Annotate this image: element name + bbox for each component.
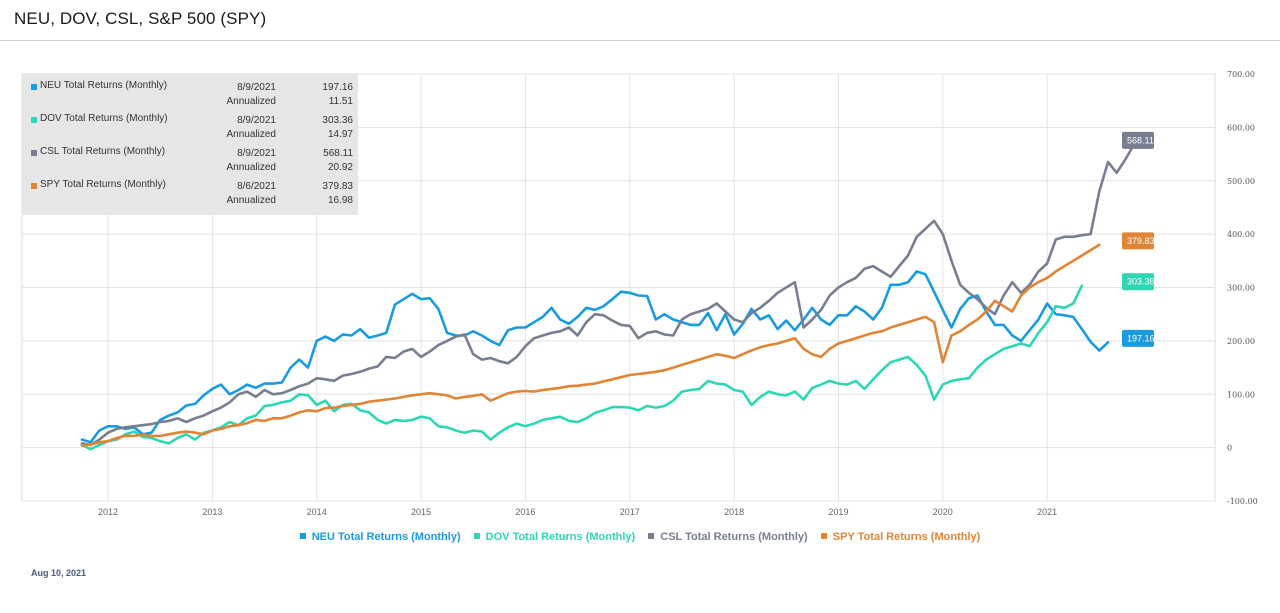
- chart-legend: NEU Total Returns (Monthly) DOV Total Re…: [0, 531, 1280, 543]
- header-divider: [0, 40, 1280, 41]
- tooltip-value: 197.16: [322, 82, 353, 93]
- tooltip-series-name: DOV Total Returns (Monthly): [40, 113, 168, 124]
- legend-label: CSL Total Returns (Monthly): [660, 531, 808, 543]
- legend-item-spy[interactable]: SPY Total Returns (Monthly): [820, 531, 981, 543]
- tooltip-value: 568.11: [323, 148, 353, 159]
- end-value-label: 379.83: [1127, 236, 1155, 246]
- end-value-badge: [1122, 273, 1154, 291]
- legend-item-csl[interactable]: CSL Total Returns (Monthly): [648, 531, 808, 543]
- x-tick-label: 2018: [724, 507, 744, 517]
- y-tick-label: 500.00: [1227, 177, 1255, 186]
- tooltip-swatch: [31, 183, 37, 189]
- footer-date: Aug 10, 2021: [31, 568, 87, 578]
- x-tick-label: 2013: [202, 507, 222, 517]
- hover-tooltip-panel: NEU Total Returns (Monthly) 8/9/2021 197…: [22, 73, 358, 215]
- legend-label: NEU Total Returns (Monthly): [311, 531, 461, 543]
- tooltip-swatch: [31, 150, 37, 156]
- legend-swatch: [820, 533, 827, 539]
- legend-swatch: [299, 533, 306, 539]
- end-value-label: 197.16: [1127, 333, 1155, 343]
- series-line-spy: [80, 243, 1101, 447]
- y-tick-label: 0: [1227, 444, 1232, 453]
- tooltip-series-name: NEU Total Returns (Monthly): [40, 80, 168, 91]
- tooltip-row-dov: DOV Total Returns (Monthly) 8/9/2021 303…: [22, 109, 358, 140]
- x-tick-label: 2020: [933, 507, 953, 517]
- tooltip-annualized-value: 11.51: [328, 96, 353, 107]
- x-tick-label: 2019: [828, 507, 848, 517]
- y-tick-label: 300.00: [1227, 284, 1255, 293]
- end-value-badge: [1122, 131, 1154, 149]
- tooltip-value: 303.36: [322, 115, 353, 126]
- series-line-neu: [80, 270, 1110, 444]
- legend-label: SPY Total Returns (Monthly): [832, 531, 981, 543]
- end-value-label: 303.36: [1127, 277, 1155, 287]
- y-tick-label: 400.00: [1227, 230, 1255, 239]
- tooltip-row-spy: SPY Total Returns (Monthly) 8/6/2021 379…: [22, 175, 358, 206]
- series-line-dov: [80, 284, 1084, 451]
- tooltip-row-neu: NEU Total Returns (Monthly) 8/9/2021 197…: [22, 76, 358, 107]
- tooltip-date: 8/9/2021: [237, 82, 276, 93]
- legend-swatch: [648, 533, 655, 539]
- y-tick-label: -100.00: [1227, 497, 1258, 506]
- end-value-badge: [1122, 232, 1154, 250]
- y-tick-label: 600.00: [1227, 123, 1255, 132]
- tooltip-annualized-label: Annualized: [226, 129, 276, 140]
- tooltip-annualized-value: 14.97: [327, 129, 353, 140]
- tooltip-value: 379.83: [322, 181, 353, 192]
- tooltip-swatch: [31, 84, 37, 90]
- x-tick-label: 2012: [98, 507, 118, 517]
- tooltip-swatch: [31, 117, 37, 123]
- end-value-badge: [1122, 329, 1154, 347]
- tooltip-annualized-label: Annualized: [226, 162, 276, 173]
- x-tick-label: 2016: [515, 507, 535, 517]
- tooltip-date: 8/9/2021: [237, 148, 276, 159]
- series-line-csl: [80, 143, 1136, 447]
- legend-item-dov[interactable]: DOV Total Returns (Monthly): [473, 531, 636, 543]
- tooltip-date: 8/6/2021: [237, 181, 276, 192]
- legend-label: DOV Total Returns (Monthly): [485, 531, 636, 543]
- x-tick-label: 2021: [1037, 507, 1057, 517]
- tooltip-annualized-label: Annualized: [226, 195, 276, 206]
- y-tick-label: 700.00: [1227, 70, 1255, 79]
- x-tick-label: 2015: [411, 507, 431, 517]
- tooltip-row-csl: CSL Total Returns (Monthly) 8/9/2021 568…: [22, 142, 358, 173]
- tooltip-date: 8/9/2021: [237, 115, 276, 126]
- x-tick-label: 2014: [307, 507, 327, 517]
- end-value-label: 568.11: [1127, 135, 1154, 145]
- tooltip-series-name: CSL Total Returns (Monthly): [40, 146, 166, 157]
- tooltip-annualized-value: 16.98: [327, 195, 353, 206]
- tooltip-series-name: SPY Total Returns (Monthly): [40, 179, 166, 190]
- tooltip-annualized-label: Annualized: [226, 96, 276, 107]
- page-title: NEU, DOV, CSL, S&P 500 (SPY): [14, 9, 267, 28]
- x-tick-label: 2017: [620, 507, 640, 517]
- tooltip-annualized-value: 20.92: [327, 162, 353, 173]
- y-tick-label: 200.00: [1227, 337, 1255, 346]
- y-tick-label: 100.00: [1227, 390, 1255, 399]
- legend-item-neu[interactable]: NEU Total Returns (Monthly): [299, 531, 461, 543]
- legend-swatch: [473, 533, 480, 539]
